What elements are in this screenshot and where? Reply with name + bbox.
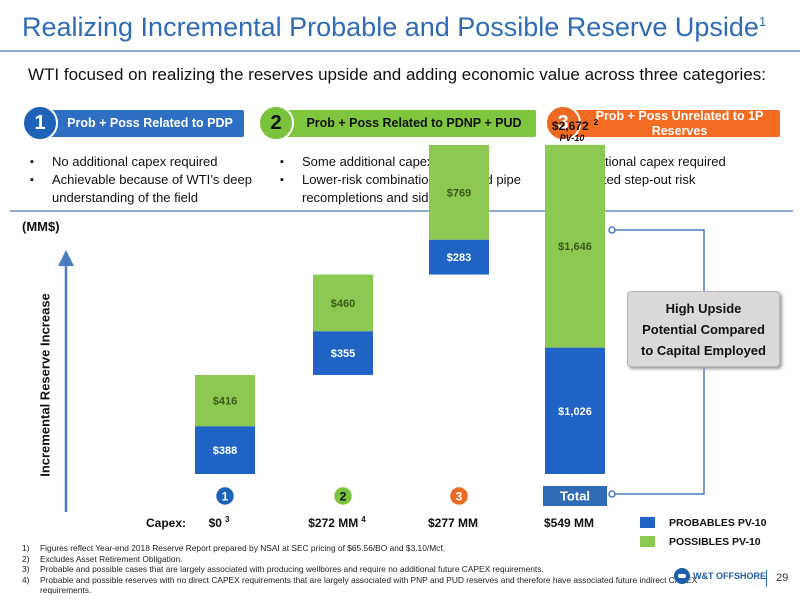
title-divider bbox=[0, 50, 800, 52]
capex-value: $272 MM 4 bbox=[308, 515, 366, 530]
bar-possibles-1 bbox=[195, 374, 255, 427]
bar-possibles-3 bbox=[429, 144, 489, 240]
capex-value: $549 MM bbox=[544, 516, 594, 530]
legend-item-possibles: POSSIBLES PV-10 bbox=[640, 532, 766, 551]
unit-label: (MM$) bbox=[22, 219, 60, 234]
category-marker-2 bbox=[332, 485, 354, 507]
logo-icon bbox=[674, 568, 690, 584]
subtitle: WTI focused on realizing the reserves up… bbox=[28, 65, 767, 84]
bullet: No additional capex required bbox=[28, 153, 260, 171]
category-3-header: Prob + Poss Unrelated to 1P Reserves 3 bbox=[545, 105, 780, 141]
bar-probables-2 bbox=[313, 331, 373, 375]
total-marker bbox=[543, 486, 607, 506]
category-3-number: 3 bbox=[545, 105, 581, 141]
category-marker-3 bbox=[448, 485, 470, 507]
bar-possibles-4 bbox=[545, 144, 605, 348]
category-2-number: 2 bbox=[258, 105, 294, 141]
callout-connector-top bbox=[612, 229, 705, 291]
data-label-possibles: $1,646 bbox=[558, 241, 592, 253]
section-divider bbox=[10, 210, 793, 212]
capex-label: Capex: bbox=[146, 516, 186, 530]
legend-swatch-probables bbox=[640, 517, 655, 528]
category-marker-1 bbox=[214, 485, 236, 507]
connector-dot-bottom bbox=[608, 490, 616, 498]
category-3-label: Prob + Poss Unrelated to 1P Reserves bbox=[559, 109, 780, 138]
legend-swatch-possibles bbox=[640, 536, 655, 547]
category-tick-label: Total bbox=[560, 489, 590, 504]
footnote: 3) Probable and possible cases that are l… bbox=[22, 564, 544, 574]
data-label-probables: $1,026 bbox=[558, 406, 592, 418]
data-label-possibles: $460 bbox=[331, 298, 355, 310]
footnotes: 1) Figures reflect Year-end 2018 Reserve … bbox=[22, 543, 742, 596]
bar-probables-3 bbox=[429, 239, 489, 275]
legend-item-probables: PROBABLES PV-10 bbox=[640, 513, 766, 532]
callout-connector-bottom bbox=[612, 368, 705, 495]
data-label-probables: $388 bbox=[213, 445, 237, 457]
footnote: 2) Excludes Asset Retirement Obligation. bbox=[22, 553, 183, 564]
category-1-label: Prob + Poss Related to PDP bbox=[36, 110, 244, 137]
legend: PROBABLES PV-10 POSSIBLES PV-10 bbox=[640, 513, 766, 551]
legend-label-probables: PROBABLES PV-10 bbox=[669, 516, 767, 529]
page-title: Realizing Incremental Probable and Possi… bbox=[22, 12, 767, 42]
company-logo: W&T OFFSHORE bbox=[674, 568, 766, 584]
page-number: 29 bbox=[776, 572, 789, 584]
category-tick-label: 1 bbox=[222, 490, 229, 504]
data-label-probables: $355 bbox=[331, 348, 355, 360]
y-axis-arrowhead bbox=[58, 250, 74, 266]
footnote: 1) Figures reflect Year-end 2018 Reserve … bbox=[22, 543, 446, 553]
data-label-probables: $283 bbox=[447, 252, 471, 264]
total-pv10-caption: PV-10 bbox=[560, 133, 585, 143]
page-number-divider bbox=[766, 570, 767, 587]
capex-value: $277 MM bbox=[428, 516, 478, 530]
legend-label-possibles: POSSIBLES PV-10 bbox=[669, 535, 761, 548]
bar-probables-4 bbox=[545, 347, 605, 474]
bullet: Achievable because of WTI’s deep underst… bbox=[28, 171, 260, 207]
total-pv10-value: $2,672 2 bbox=[552, 118, 599, 133]
capex-value: $0 3 bbox=[209, 515, 230, 530]
category-1-number: 1 bbox=[22, 105, 58, 141]
bar-probables-1 bbox=[195, 426, 255, 474]
category-1-bullets: No additional capex required Achievable … bbox=[28, 153, 260, 207]
bar-possibles-2 bbox=[313, 274, 373, 332]
category-1-header: Prob + Poss Related to PDP 1 bbox=[22, 105, 244, 141]
category-tick-label: 2 bbox=[340, 490, 347, 504]
footnote: 4) Probable and possible reserves with no… bbox=[22, 574, 698, 596]
data-label-possibles: $769 bbox=[447, 187, 471, 199]
category-2-label: Prob + Poss Related to PDNP + PUD bbox=[272, 110, 536, 137]
category-tick-label: 3 bbox=[456, 490, 463, 504]
category-2-header: Prob + Poss Related to PDNP + PUD 2 bbox=[258, 105, 536, 141]
data-label-possibles: $416 bbox=[213, 396, 237, 408]
connector-dot-top bbox=[608, 226, 616, 234]
upside-callout: High Upside Potential Compared to Capita… bbox=[627, 291, 780, 367]
